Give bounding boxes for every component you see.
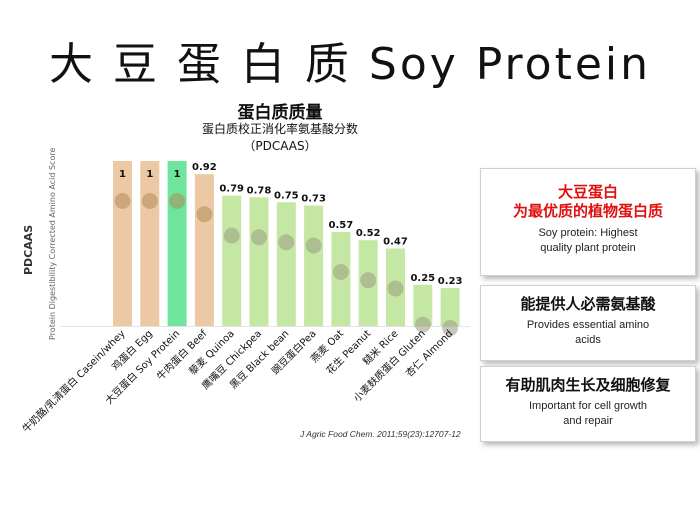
citation: J Agric Food Chem. 2011;59(23):12707-12 [300,429,461,439]
food-sample-icon [305,237,322,254]
value-label: 0.57 [329,220,354,231]
value-label: 1 [174,169,181,180]
bar [113,161,132,326]
value-label: 1 [119,169,126,180]
bar [440,288,460,326]
value-label: 0.73 [301,194,326,205]
value-label: 0.79 [219,184,244,195]
value-label: 0.52 [356,228,381,239]
food-sample-icon [114,193,131,209]
bar [194,174,214,326]
chart-subtitle-abbrev: （PDCAAS） [243,139,317,153]
value-label: 0.92 [192,162,217,173]
panel-1-text: Soy protein: Highest [538,227,638,239]
food-sample-icon [223,227,240,244]
food-sample-icon [141,193,158,209]
food-sample-icon [332,263,349,280]
panel-1-title: 大豆蛋白 [557,183,618,201]
info-panel-cell-growth: 有助肌肉生长及细胞修复 Important for cell growth an… [480,366,696,442]
value-label: 0.23 [438,276,463,287]
food-sample-icon [414,316,431,333]
food-sample-icon [360,272,377,289]
value-label: 1 [146,169,153,180]
bar [276,202,296,326]
bar [140,161,160,326]
category-label: 豌豆蛋白Pea [269,327,319,377]
food-sample-icon [278,234,295,251]
value-label: 0.75 [274,190,299,201]
food-sample-icon [251,229,267,246]
food-sample-icon [196,206,213,223]
info-panel-best-plant-protein: 大豆蛋白 为最优质的植物蛋白质 Soy protein: Highest qua… [480,168,696,276]
chart-subtitle: 蛋白质校正消化率氨基酸分数 [201,122,358,136]
info-panel-essential-amino-acids: 能提供人必需氨基酸 Provides essential amino acids [480,285,696,361]
bar [222,195,242,326]
panel-2-text: Provides essential amino [526,319,650,331]
panel-1-title-line2: 为最优质的植物蛋白质 [512,202,663,220]
panel-3-text-line2: and repair [563,415,613,427]
chart-title: 蛋白质质量 [237,103,323,123]
panel-3-title: 有助肌肉生长及细胞修复 [505,376,671,394]
value-label: 0.47 [383,236,408,247]
panel-3-text: Important for cell growth [529,400,647,412]
page-title: 大 豆 蛋 白 质 Soy Protein [48,39,652,90]
panel-2-text-line2: acids [575,334,601,346]
panel-2-title: 能提供人必需氨基酸 [520,295,656,313]
food-sample-icon [169,193,186,209]
food-sample-icon [442,320,459,337]
category-label: 牛奶酪/乳清蛋白 Casein/whey [19,327,127,435]
bar [167,161,187,326]
bar [249,197,269,326]
value-label: 0.78 [247,185,272,196]
panel-1-text-line2: quality plant protein [540,242,636,254]
value-label: 0.25 [410,273,435,284]
bar [413,284,433,326]
food-sample-icon [387,280,404,297]
bar [304,205,324,326]
